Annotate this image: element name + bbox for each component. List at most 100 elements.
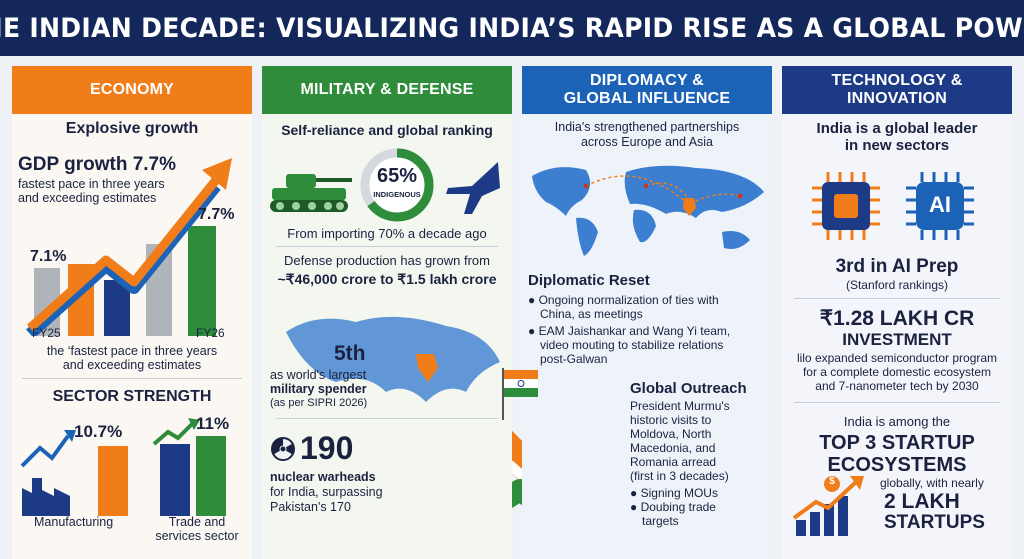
outreach-bullet-2-line-1: Doubing trade [640,500,716,514]
microchip-icon [812,172,880,240]
reset-bullet-1-line-1: Ongoing normalization of ties with [538,293,719,307]
asia-map-icon [286,316,500,402]
trade-trend-icon [152,422,194,446]
india-highlight-icon [416,354,438,382]
technology-divider-1 [794,298,1000,299]
diplomacy-header-line-1: DIPLOMACY & [590,72,704,89]
economy-column: ECONOMY Explosive growth GDP growth 7.7%… [12,66,252,559]
technology-divider-2 [794,402,1000,403]
investment-desc-line-3: and 7-nanometer tech by 2030 [815,379,979,393]
outreach-line-6: (first in 3 decades) [630,469,729,483]
military-divider-2 [276,418,498,419]
indigenous-label: INDIGENOUS [373,190,421,199]
diplomacy-subtitle-line-2: across Europe and Asia [580,135,714,149]
gdp-bar-label-left: 7.1% [30,248,67,265]
import-text: From importing 70% a decade ago [287,226,487,241]
gdp-caption-line-2: and exceeding estimates [62,358,202,372]
gdp-trend-arrow-icon [26,177,220,332]
trade-bar-1 [160,444,190,516]
gdp-headline: GDP growth 7.7% [18,154,177,175]
manufacturing-value: 10.7% [74,422,123,441]
gdp-desc-line-2: and exceeding estimates [18,191,157,205]
ai-source: (Stanford rankings) [845,278,949,292]
nuclear-desc-line-2: for India, surpassing [270,485,383,499]
startup-desc: globally, with nearly [880,476,984,490]
coin-icon [824,476,840,492]
infographic-title-bar: THE INDIAN DECADE: VISUALIZING INDIA’S R… [0,0,1024,56]
technology-header-line-2: INNOVATION [846,90,948,107]
trade-bar-2 [196,436,226,516]
nuclear-count: 190 [300,430,354,466]
technology-header: TECHNOLOGY & INNOVATION [782,66,1012,114]
ai-chip-text: AI [929,192,951,217]
startup-title: TOP 3 STARTUP ECOSYSTEMS [782,432,1012,476]
tank-icon [270,174,352,212]
reset-title: Diplomatic Reset [528,272,650,289]
reset-bullet-2-line-1: EAM Jaishankar and Wang Yi team, [538,324,731,338]
nuclear-desc-line-1: nuclear warheads [270,470,376,484]
outreach-title: Global Outreach [630,380,747,397]
gdp-arrowhead-icon [202,158,232,190]
trade-label-line-2: services sector [155,529,239,543]
startup-count: 2 LAKH [884,490,960,513]
investment-amount: ₹1.28 LAKH CR [819,307,975,330]
outreach-line-1: President Murmu's [630,399,730,413]
startup-word: STARTUPS [884,512,985,533]
diplomacy-column: DIPLOMACY & GLOBAL INFLUENCE India's stre… [502,66,772,559]
outreach-line-5: Romania arread [630,455,717,469]
gdp-bar-chart [26,158,232,336]
gdp-fy-right: FY26 [196,326,225,340]
diplomacy-subtitle-line-1: India's strengthened partnerships [554,120,740,134]
indigenous-ring-fill [360,148,434,222]
manufacturing-bar [98,446,128,516]
reset-bullet-1-line-2: China, as meetings [540,307,643,321]
nuclear-desc-line-3: Pakistan's 170 [270,500,351,514]
gdp-desc-line-1: fastest pace in three years [18,177,165,191]
economy-header-text: ECONOMY [89,81,175,98]
trade-label-line-1: Trade and [168,515,226,529]
investment-desc: lilo expanded semiconductor program for … [782,351,1012,393]
ai-chip-icon [906,172,974,240]
rank-desc-line-2: military spender [270,382,367,396]
gdp-bar-label-right: 7.7% [198,206,235,223]
factory-icon [22,478,70,516]
startup-growth-icon [792,476,864,536]
technology-header-line-1: TECHNOLOGY & [831,72,963,89]
outreach-bullets: ● Signing MOUs ● Doubing trade targets [630,486,718,528]
gdp-fy-left: FY25 [32,326,61,340]
india-flag-icon [502,368,538,420]
startup-title-line-1: TOP 3 STARTUP [819,432,975,454]
rank-desc-line-1: as world's largest [270,368,367,382]
sector-strength-chart [20,418,226,516]
military-header-text: MILITARY & DEFENSE [300,81,474,98]
outreach-line-4: Macedonia, and [630,441,716,455]
technology-column: TECHNOLOGY & INNOVATION India is a global… [782,66,1012,559]
production-line-1: Defense production has grown from [284,253,490,268]
rank-source: (as per SIPRI 2026) [270,397,368,409]
diplomacy-header: DIPLOMACY & GLOBAL INFLUENCE [522,66,772,114]
military-divider-1 [276,246,498,247]
reset-bullet-2: ● EAM Jaishankar and Wang Yi team, video… [528,324,731,366]
outreach-line-3: Moldova, North [630,427,712,441]
economy-divider [22,378,242,379]
manufacturing-label: Manufacturing [34,515,114,529]
trade-value: 11% [196,414,230,433]
military-column: MILITARY & DEFENSE Self-reliance and glo… [262,66,512,559]
investment-desc-line-1: lilo expanded semiconductor program [796,351,998,365]
investment-desc-line-2: for a complete domestic ecosystem [802,365,992,379]
military-header: MILITARY & DEFENSE [262,66,512,114]
gdp-caption-line-1: the ‘fastest pace in three years [46,344,218,358]
reset-bullet-2-line-3: post-Galwan [540,352,608,366]
indigenous-percent: 65% [376,165,418,187]
outreach-text: President Murmu's historic visits to Mol… [630,399,730,483]
coin-symbol: $ [829,476,835,487]
outreach-bullet-2-line-2: targets [642,514,679,528]
military-rank: 5th [334,342,366,365]
infographic-title: THE INDIAN DECADE: VISUALIZING INDIA’S R… [0,12,1024,44]
gdp-bar-5 [188,226,216,336]
production-line-2: ~₹46,000 crore to ₹1.5 lakh crore [277,271,497,287]
investment-label: INVESTMENT [842,330,952,349]
world-map-icon [532,165,764,256]
technology-subtitle-line-1: India is a global leader [816,120,978,137]
reset-bullet-2-line-2: video mouting to stabilize relations [540,338,724,352]
